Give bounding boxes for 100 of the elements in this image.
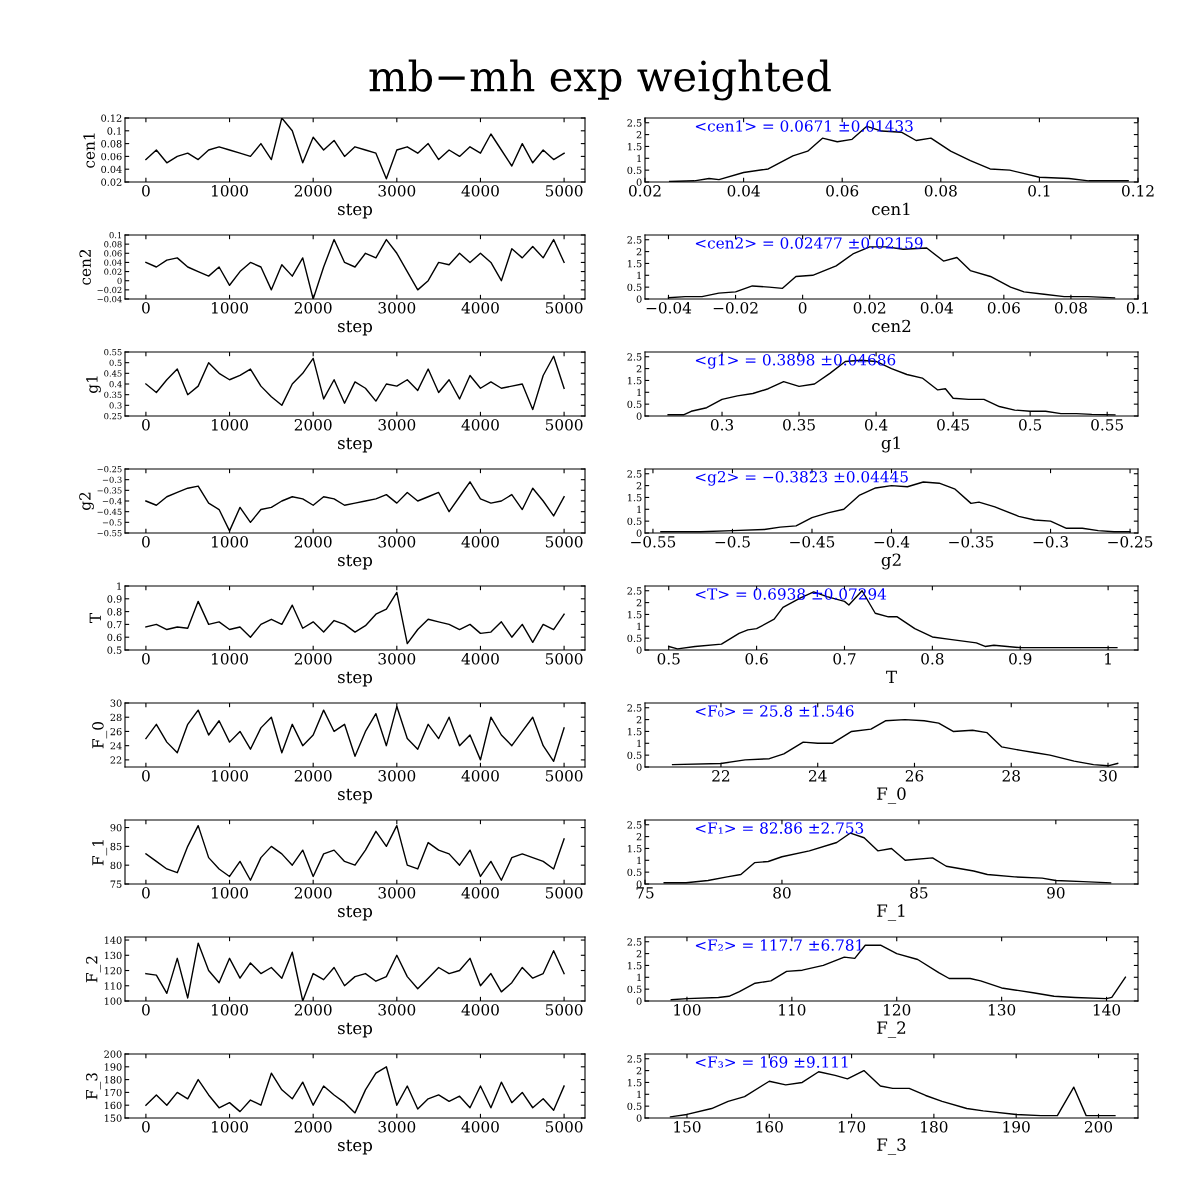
y-tick-label: 100 — [104, 997, 122, 1005]
y-tick-label: 0.1 — [107, 127, 121, 135]
x-tick-label: 5000 — [545, 419, 583, 431]
x-tick-label: 2000 — [294, 185, 332, 197]
y-tick-label: 200 — [104, 1050, 122, 1058]
x-tick-label: 0 — [142, 653, 150, 665]
y-tick-label: 0.02 — [104, 268, 122, 275]
x-tick-label: 0.02 — [853, 302, 886, 314]
x-axis-title: step — [338, 203, 373, 219]
x-axis-title: step — [338, 1139, 373, 1155]
x-tick-label: 0.06 — [826, 185, 859, 197]
y-axis-title: cen2 — [79, 249, 91, 285]
x-tick-label: 0 — [798, 302, 807, 314]
x-axis-title: cen1 — [872, 202, 910, 216]
x-tick-label: 4000 — [461, 419, 499, 431]
x-tick-label: 0 — [142, 1121, 150, 1133]
annotation: <g2> = −0.3823 ±0.04445 — [695, 470, 908, 486]
y-tick-label: 2 — [636, 365, 642, 373]
y-tick-label: 1.5 — [627, 844, 642, 853]
x-tick-label: 2000 — [294, 887, 332, 899]
x-tick-label: 0.12 — [1122, 185, 1154, 197]
x-axis-title: F_3 — [877, 1138, 906, 1155]
x-tick-label: 0.08 — [924, 185, 957, 197]
x-tick-label: 4000 — [461, 770, 499, 782]
y-axis-title: F_1 — [92, 840, 108, 866]
y-tick-label: 0.08 — [104, 241, 122, 248]
y-tick-label: 1.5 — [627, 493, 642, 502]
x-tick-label: 1000 — [211, 1004, 248, 1016]
x-axis-title: F_0 — [877, 787, 906, 804]
y-tick-label: 0.5 — [627, 283, 642, 291]
x-tick-label: 3000 — [378, 887, 416, 899]
x-tick-label: 2000 — [294, 653, 332, 665]
x-tick-label: 5000 — [545, 887, 583, 899]
x-tick-label: 2000 — [294, 419, 332, 431]
y-tick-label: 0.5 — [627, 868, 642, 876]
x-tick-label: 5000 — [545, 302, 583, 314]
line-series — [145, 824, 565, 881]
y-tick-label: 0.5 — [627, 400, 642, 408]
annotation: <F₂> = 117.7 ±6.781 — [695, 939, 863, 951]
y-tick-label: 0 — [636, 880, 642, 888]
y-tick-label: 26 — [110, 727, 122, 736]
x-tick-label: 5000 — [545, 653, 583, 665]
y-tick-label: 2.5 — [627, 704, 642, 712]
x-tick-label: 180 — [921, 1121, 948, 1133]
y-tick-label: 0 — [636, 178, 642, 186]
x-tick-label: 0.04 — [920, 302, 954, 314]
x-tick-label: 3000 — [378, 653, 416, 665]
chart-title: mb−mh exp weighted — [369, 59, 831, 101]
y-tick-label: 1.5 — [627, 259, 642, 268]
x-tick-label: 4000 — [461, 185, 499, 197]
x-tick-label: −0.45 — [790, 536, 835, 548]
x-tick-label: 5000 — [545, 770, 583, 782]
x-tick-label: 2000 — [294, 770, 332, 782]
y-tick-label: 1 — [637, 856, 641, 864]
y-tick-label: 0 — [636, 646, 642, 654]
x-tick-label: 1 — [1105, 653, 1111, 665]
y-tick-label: 0.9 — [107, 595, 122, 603]
x-tick-label: 5000 — [545, 1121, 583, 1133]
x-tick-label: 0 — [142, 419, 150, 431]
y-tick-label: 0.5 — [627, 751, 642, 759]
x-tick-label: 2000 — [294, 1121, 332, 1133]
x-tick-label: 3000 — [378, 1004, 416, 1016]
y-tick-label: 28 — [110, 713, 122, 722]
x-tick-label: 2000 — [294, 1004, 332, 1016]
x-tick-label: 0.4 — [864, 419, 888, 431]
x-tick-label: 110 — [779, 1004, 806, 1016]
x-tick-label: 3000 — [378, 770, 416, 782]
x-axis-title: F_2 — [877, 1021, 906, 1038]
y-tick-label: 1 — [637, 271, 641, 279]
line-series — [145, 705, 565, 763]
x-tick-label: 200 — [1084, 1121, 1113, 1133]
x-tick-label: 0.5 — [1019, 419, 1042, 431]
y-tick-label: 2.5 — [627, 119, 642, 127]
x-tick-label: −0.04 — [646, 302, 692, 314]
y-tick-label: 1.5 — [627, 961, 642, 970]
y-tick-label: 85 — [110, 842, 122, 851]
y-tick-label: 0 — [117, 277, 122, 284]
y-tick-label: 2 — [636, 482, 642, 490]
y-tick-label: 130 — [104, 951, 122, 960]
y-tick-label: 1 — [637, 739, 641, 747]
y-tick-label: 120 — [104, 967, 122, 975]
x-tick-label: 0.08 — [1054, 302, 1087, 314]
y-tick-label: 0.55 — [104, 348, 122, 356]
x-tick-label: 0.55 — [1091, 419, 1124, 431]
y-tick-label: 2.5 — [627, 938, 642, 946]
y-tick-label: 1.5 — [627, 610, 642, 619]
x-tick-label: 3000 — [378, 536, 416, 548]
x-tick-label: 28 — [1002, 770, 1020, 782]
x-tick-label: 5000 — [545, 1004, 583, 1016]
annotation: <F₁> = 82.86 ±2.753 — [695, 822, 864, 834]
x-tick-label: 30 — [1099, 770, 1117, 782]
y-tick-label: 80 — [110, 861, 122, 870]
x-tick-label: 1000 — [211, 419, 248, 431]
x-tick-label: 0.7 — [833, 653, 856, 665]
x-tick-label: −0.25 — [1108, 536, 1153, 548]
y-tick-label: 1 — [637, 973, 641, 981]
y-tick-label: 0.7 — [107, 620, 122, 629]
x-axis-title: step — [338, 320, 373, 336]
y-tick-label: 2 — [636, 131, 642, 139]
y-tick-label: 1.5 — [627, 376, 642, 385]
